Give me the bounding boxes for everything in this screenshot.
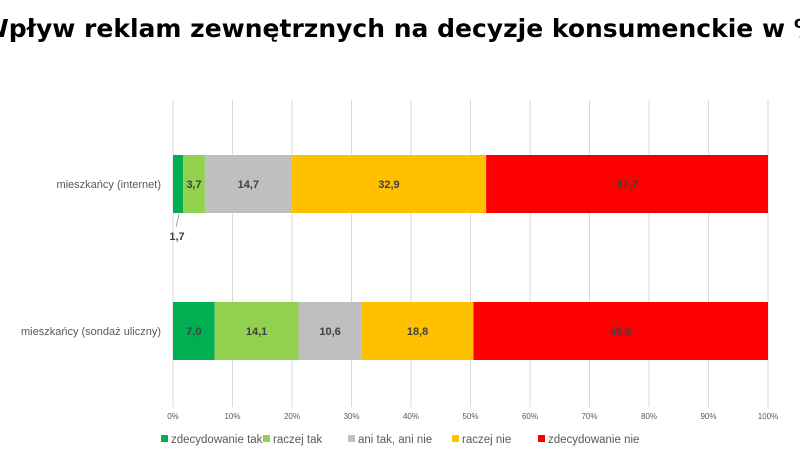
bar-segment: [486, 155, 768, 213]
x-tick-label: 40%: [403, 412, 419, 421]
x-tick-label: 70%: [581, 412, 597, 421]
legend-item: raczej nie: [452, 434, 511, 446]
x-tick-label: 20%: [284, 412, 300, 421]
x-tick-label: 10%: [224, 412, 240, 421]
leader-line: [175, 213, 180, 228]
data-label: 47,7: [616, 179, 637, 191]
data-label: 10,6: [319, 326, 340, 338]
x-tick-label: 30%: [343, 412, 359, 421]
bar-segment: [361, 302, 474, 360]
category-label: mieszkańcy (internet): [56, 179, 161, 191]
bars: 1,7 3,7 14,7 32,9 47,7 7,0 14,1 10,6 18,8 49,5: [169, 155, 768, 360]
data-label: 18,8: [407, 326, 428, 338]
bar-segment: [173, 302, 215, 360]
x-tick-label: 50%: [462, 412, 478, 421]
x-tick-label: 80%: [641, 412, 657, 421]
legend-swatch: [161, 435, 168, 442]
bar-segment: [473, 302, 768, 360]
data-label: 14,7: [238, 179, 259, 191]
legend-label: raczej tak: [273, 434, 322, 446]
x-tick-label: 100%: [758, 412, 778, 421]
data-label: 7,0: [186, 326, 201, 338]
bar-segment: [173, 155, 184, 213]
data-label: 14,1: [246, 326, 267, 338]
chart-title: Wpływ reklam zewnętrznych na decyzje kon…: [0, 14, 800, 43]
data-label: 32,9: [378, 179, 399, 191]
legend-label: ani tak, ani nie: [358, 434, 432, 446]
bar-segment: [291, 155, 487, 213]
x-tick-label: 60%: [522, 412, 538, 421]
legend-label: zdecydowanie tak: [171, 434, 263, 446]
legend-item: zdecydowanie tak: [161, 434, 263, 446]
data-label: 1,7: [169, 231, 184, 243]
legend-swatch: [452, 435, 459, 442]
category-labels: mieszkańcy (internet) mieszkańcy (sondaż …: [21, 179, 161, 338]
gridlines: [172, 100, 769, 407]
category-label: mieszkańcy (sondaż uliczny): [21, 326, 161, 338]
x-axis-ticks: 0% 10% 20% 30% 40% 50% 60% 70% 80% 90% 100%: [167, 412, 778, 421]
data-label: 3,7: [186, 179, 201, 191]
legend-swatch: [348, 435, 355, 442]
bar-segment: [204, 155, 292, 213]
legend-item: zdecydowanie nie: [538, 434, 639, 446]
bar-segment: [298, 302, 362, 360]
legend-swatch: [263, 435, 270, 442]
legend-item: ani tak, ani nie: [348, 434, 432, 446]
x-tick-label: 0%: [167, 412, 179, 421]
legend-item: raczej tak: [263, 434, 322, 446]
data-label: 49,5: [610, 326, 631, 338]
legend: zdecydowanie tak raczej tak ani tak, ani n…: [161, 434, 639, 446]
legend-label: zdecydowanie nie: [548, 434, 639, 446]
legend-swatch: [538, 435, 545, 442]
x-tick-label: 90%: [700, 412, 716, 421]
bar-segment: [214, 302, 299, 360]
legend-label: raczej nie: [462, 434, 511, 446]
bar-segment: [183, 155, 205, 213]
